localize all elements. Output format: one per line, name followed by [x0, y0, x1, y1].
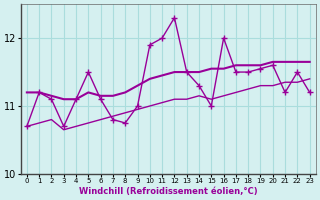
X-axis label: Windchill (Refroidissement éolien,°C): Windchill (Refroidissement éolien,°C): [79, 187, 258, 196]
